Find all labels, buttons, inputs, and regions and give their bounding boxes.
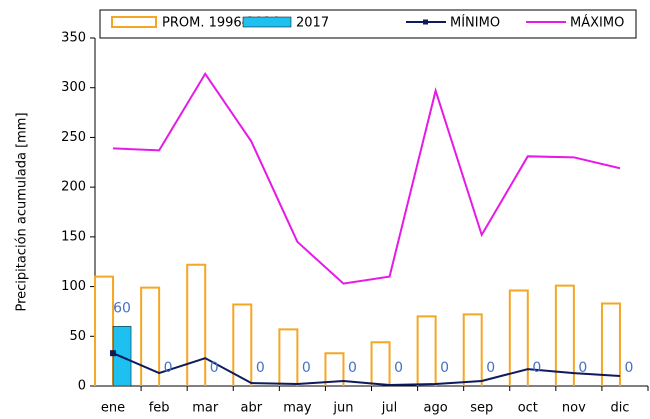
x-tick-label: dic [610, 401, 629, 416]
line-marker [110, 350, 117, 357]
bar [462, 313, 483, 386]
legend-marker [423, 19, 428, 25]
legend [99, 9, 637, 39]
value-label: 0 [302, 360, 311, 376]
y-tick-label: 0 [78, 379, 86, 394]
value-label: 0 [440, 360, 449, 376]
value-label: 0 [394, 360, 403, 376]
line [112, 352, 621, 387]
bar [278, 328, 299, 386]
y-tick-label: 250 [61, 130, 86, 145]
bar [186, 263, 207, 386]
y-tick-label: 200 [61, 180, 86, 195]
bar [554, 284, 575, 386]
x-tick-label: mar [192, 401, 219, 416]
x-tick-label: oct [518, 401, 538, 416]
value-label: 0 [256, 360, 265, 376]
x-tick-label: ene [101, 401, 125, 416]
value-label: 60 [113, 300, 131, 316]
legend-label: 2017 [296, 16, 329, 31]
value-label: 0 [348, 360, 357, 376]
y-tick-label: 350 [61, 31, 86, 46]
value-label: 0 [486, 360, 495, 376]
bar [232, 303, 253, 386]
value-label: 0 [624, 360, 633, 376]
value-label: 0 [532, 360, 541, 376]
x-tick-label: nov [562, 401, 586, 416]
bar [508, 289, 529, 386]
y-tick-label: 50 [69, 329, 86, 344]
legend-swatch [111, 16, 157, 28]
legend-label: MÁXIMO [570, 15, 624, 31]
bar [416, 315, 437, 386]
x-tick-label: sep [470, 401, 493, 416]
legend-swatch [242, 16, 292, 28]
y-axis-label: Precipitación acumulada [mm] [15, 112, 30, 311]
x-tick-label: jun [332, 401, 353, 416]
y-tick-label: 300 [61, 80, 86, 95]
bar [370, 341, 391, 386]
x-tick-label: feb [149, 401, 170, 416]
x-tick-label: jul [381, 401, 397, 416]
x-tick-label: ago [424, 401, 448, 416]
legend-label: MÍNIMO [450, 15, 500, 31]
value-label: 0 [210, 360, 219, 376]
bar [600, 302, 621, 386]
bar [140, 286, 161, 386]
bar [324, 352, 345, 386]
y-tick-label: 150 [61, 229, 86, 244]
x-tick-label: abr [241, 401, 263, 416]
bar [94, 275, 115, 386]
value-label: 0 [578, 360, 587, 376]
y-tick-label: 100 [61, 279, 86, 294]
x-tick-label: may [283, 401, 312, 416]
value-label: 0 [164, 360, 173, 376]
line [112, 71, 621, 285]
